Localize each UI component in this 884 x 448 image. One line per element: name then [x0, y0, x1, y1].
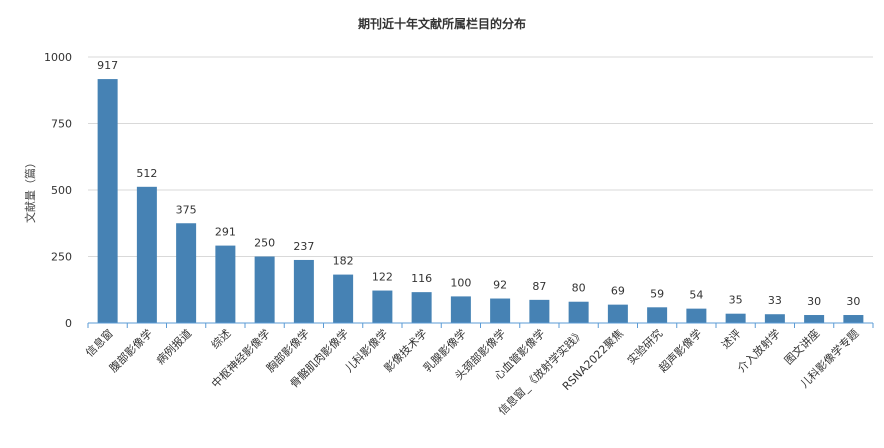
x-tick-label: 综述 — [208, 326, 233, 351]
bar — [411, 292, 432, 323]
bar — [293, 259, 314, 323]
data-label: 80 — [572, 282, 586, 295]
gridlines — [88, 56, 873, 257]
bar — [254, 256, 275, 323]
bar — [607, 304, 628, 323]
y-axis-ticks: 0 250 500 750 1000 — [44, 51, 72, 330]
bar — [372, 290, 393, 323]
bars — [97, 79, 864, 323]
bar — [804, 315, 825, 323]
data-label: 917 — [97, 59, 118, 72]
bar — [450, 296, 471, 323]
data-label: 237 — [293, 240, 314, 253]
bar — [215, 245, 236, 323]
x-tick-label: 述评 — [719, 327, 744, 352]
bar — [686, 308, 707, 323]
data-label: 59 — [650, 287, 664, 300]
data-label: 375 — [176, 203, 197, 216]
chart-title: 期刊近十年文献所属栏目的分布 — [358, 16, 526, 31]
data-label: 30 — [807, 295, 821, 308]
data-label: 30 — [846, 295, 860, 308]
data-label: 92 — [493, 279, 507, 292]
data-label: 291 — [215, 226, 236, 239]
x-tick-label: 信息窗 — [83, 326, 116, 359]
bar — [764, 314, 785, 323]
x-axis-ticks — [87, 323, 874, 328]
x-tick-label: 实验研究 — [624, 326, 665, 367]
data-label: 182 — [333, 255, 354, 268]
y-tick-label: 500 — [51, 184, 72, 197]
y-tick-label: 0 — [65, 317, 72, 330]
bar — [490, 298, 511, 323]
bar — [176, 223, 197, 323]
x-tick-label: 腹部影像学 — [106, 326, 155, 375]
data-label: 35 — [729, 294, 743, 307]
data-label: 250 — [254, 237, 275, 250]
data-label: 100 — [450, 276, 471, 289]
data-label: 122 — [372, 271, 393, 284]
bar — [97, 79, 118, 323]
data-label: 33 — [768, 294, 782, 307]
bar — [529, 299, 550, 323]
data-label: 54 — [689, 289, 703, 302]
bar — [333, 274, 354, 323]
data-labels: 917 512 375 291 250 237 182 122 116 100 92 87 80 69 59… — [97, 59, 860, 308]
data-label: 512 — [136, 167, 157, 180]
y-tick-label: 250 — [51, 251, 72, 264]
x-tick-label: 介入放射学 — [734, 326, 783, 375]
y-tick-label: 750 — [51, 118, 72, 131]
x-tick-label: 图文讲座 — [781, 326, 822, 367]
bar — [725, 313, 746, 323]
bar — [568, 301, 589, 323]
data-label: 69 — [611, 285, 625, 298]
data-label: 87 — [532, 280, 546, 293]
y-tick-label: 1000 — [44, 51, 72, 64]
data-label: 116 — [411, 272, 432, 285]
bar — [647, 307, 668, 323]
x-tick-label: 超声影像学 — [656, 326, 705, 375]
x-tick-label: 病例报道 — [153, 326, 194, 367]
bar — [136, 186, 157, 323]
y-axis-label: 文献量（篇） — [23, 157, 37, 223]
bar — [843, 315, 864, 323]
